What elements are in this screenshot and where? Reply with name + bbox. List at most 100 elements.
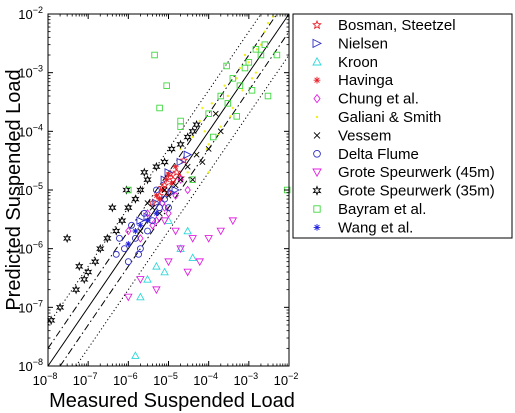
- legend-marker: [313, 205, 321, 213]
- legend-marker: [312, 185, 322, 196]
- data-point: [188, 235, 197, 243]
- data-point: [71, 284, 81, 295]
- data-point: [271, 15, 275, 18]
- data-point: [235, 77, 238, 80]
- data-point: [171, 227, 180, 236]
- x-tick-label: 10−7: [73, 371, 98, 388]
- reference-line-dotted: [47, 13, 262, 326]
- x-tick-label: 10−6: [113, 371, 138, 388]
- data-point: [165, 204, 172, 212]
- data-point: [128, 221, 135, 229]
- data-point: [223, 84, 226, 87]
- x-axis-title: Measured Suspended Load: [49, 390, 295, 412]
- data-point: [254, 71, 258, 74]
- legend-label: Havinga: [338, 72, 394, 89]
- data-point: [131, 234, 139, 242]
- data-point: [152, 198, 161, 208]
- data-point: [151, 51, 158, 59]
- data-point: [183, 150, 193, 159]
- data-point: [160, 217, 169, 226]
- data-point: [216, 227, 226, 236]
- data-point: [205, 147, 209, 151]
- y-tick-label: 10−4: [18, 122, 43, 139]
- data-point: [241, 89, 244, 92]
- legend-entry: Galiani & Smith: [315, 109, 441, 126]
- reference-line-dashdot: [47, 13, 278, 349]
- data-point: [137, 234, 144, 243]
- legend-entry: Chung et al.: [313, 91, 419, 108]
- data-point: [183, 268, 192, 277]
- data-point: [156, 196, 163, 203]
- legend-entry: Bosman, Steetzel: [312, 17, 456, 34]
- data-point: [156, 104, 163, 112]
- data-point: [168, 174, 178, 184]
- x-tick-label: 10−4: [193, 371, 218, 388]
- data-point: [238, 66, 242, 70]
- data-point: [156, 204, 164, 212]
- y-axis-title: Predicted Suspended Load: [3, 69, 25, 310]
- legend-entry: Nielsen: [312, 35, 388, 52]
- legend-label: Bayram et al.: [338, 201, 426, 218]
- data-point: [80, 274, 89, 285]
- data-point: [199, 159, 206, 165]
- data-point: [186, 171, 189, 174]
- legend-marker: [313, 149, 321, 158]
- data-point: [152, 261, 161, 270]
- data-point: [144, 200, 151, 206]
- legend-entry: Bayram et al.: [313, 201, 426, 218]
- data-point: [144, 227, 151, 235]
- legend-marker: [313, 132, 321, 139]
- data-point: [124, 258, 132, 266]
- data-point: [152, 186, 160, 194]
- data-point: [96, 243, 105, 254]
- data-point: [161, 195, 169, 203]
- data-point: [176, 157, 186, 167]
- legend-marker: [312, 168, 322, 178]
- series-6: [137, 110, 224, 234]
- legend-marker: [312, 38, 323, 49]
- data-point: [189, 176, 196, 183]
- data-point: [198, 119, 201, 123]
- data-point: [188, 126, 197, 137]
- data-point: [165, 209, 172, 218]
- data-point: [172, 182, 179, 189]
- data-point: [184, 185, 191, 195]
- legend-entry: Grote Speurwerk (35m): [312, 183, 495, 200]
- data-point: [137, 228, 144, 234]
- legend-entry: Grote Speurwerk (45m): [312, 164, 495, 181]
- data-point: [193, 151, 200, 158]
- data-point: [207, 143, 210, 146]
- data-point: [250, 77, 254, 80]
- data-point: [131, 194, 140, 204]
- data-point: [195, 258, 205, 267]
- data-point: [207, 171, 210, 174]
- reference-line-dotted: [75, 54, 290, 367]
- data-point: [149, 221, 156, 230]
- series-7: [112, 186, 172, 266]
- legend-label: Bosman, Steetzel: [338, 17, 456, 34]
- data-point: [136, 292, 145, 301]
- data-point: [224, 100, 232, 107]
- data-point: [84, 267, 93, 277]
- data-point: [112, 250, 120, 258]
- x-tick-label: 10−2: [274, 371, 299, 388]
- data-point: [124, 202, 133, 213]
- data-point: [117, 215, 127, 226]
- data-point: [136, 245, 144, 253]
- data-point: [149, 204, 156, 211]
- legend-label: Kroon: [338, 54, 378, 71]
- data-point: [103, 233, 112, 244]
- series-10: [125, 41, 291, 194]
- data-point: [231, 106, 235, 110]
- legend-box: [292, 13, 513, 239]
- data-point: [140, 167, 149, 178]
- legend-entry: Vessem: [313, 127, 391, 144]
- data-point: [245, 59, 253, 66]
- data-point: [273, 51, 281, 59]
- data-point: [167, 188, 177, 197]
- data-point: [136, 276, 145, 284]
- data-point: [191, 135, 194, 139]
- legend-label: Wang et al.: [338, 219, 413, 236]
- data-point: [188, 253, 197, 262]
